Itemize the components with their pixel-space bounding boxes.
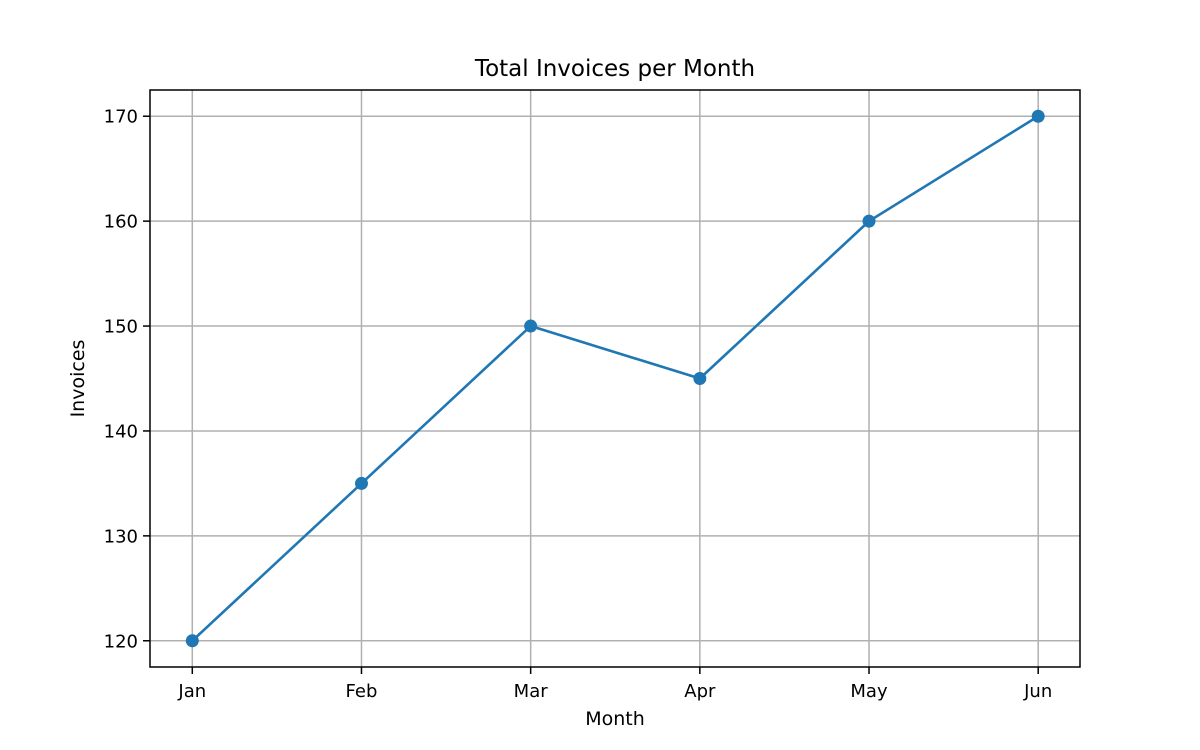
x-tick-label-feb: Feb <box>346 681 378 702</box>
plot-area-frame <box>149 89 1081 668</box>
chart-title: Total Invoices per Month <box>474 56 755 82</box>
y-tick-label-130: 130 <box>104 526 138 547</box>
x-tick-label-apr: Apr <box>684 681 716 702</box>
y-tick-label-140: 140 <box>104 421 138 442</box>
grid <box>150 90 1080 667</box>
x-tick-label-jan: Jan <box>177 681 206 702</box>
data-point-may <box>862 214 876 228</box>
series-layer <box>191 114 1040 643</box>
x-tick-label-may: May <box>850 681 888 702</box>
y-tick-label-120: 120 <box>104 631 138 652</box>
data-point-jun <box>1031 109 1045 123</box>
x-axis-title: Month <box>585 708 645 730</box>
y-tick-label-150: 150 <box>104 317 138 338</box>
data-point-mar <box>524 319 538 333</box>
x-tick-label-mar: Mar <box>514 681 549 702</box>
y-tick-label-160: 160 <box>104 212 138 233</box>
marker-layer <box>185 109 1045 648</box>
x-tick-label-jun: Jun <box>1023 681 1052 702</box>
tick-labels: Jan Feb Mar Apr May Jun 120 130 140 150 160 170 <box>104 107 1053 702</box>
data-point-apr <box>693 372 707 385</box>
y-axis-title: Invoices <box>67 340 89 418</box>
series-line-0 <box>191 114 1040 643</box>
y-tick-label-170: 170 <box>104 107 138 128</box>
data-point-jan <box>185 634 199 648</box>
data-point-feb <box>354 476 368 490</box>
axis-ticks <box>143 115 1039 674</box>
